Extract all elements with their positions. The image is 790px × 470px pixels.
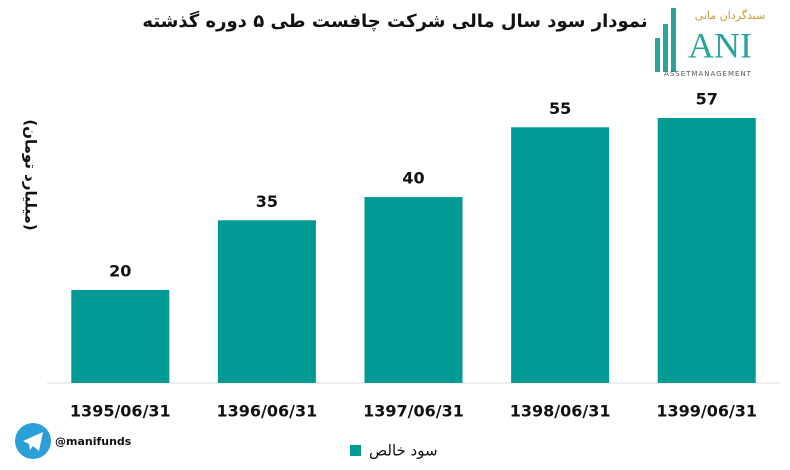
- bar: [71, 290, 170, 383]
- telegram-plane: [23, 432, 43, 451]
- x-tick-label: 1396/06/31: [217, 402, 318, 421]
- value-label: 55: [549, 99, 571, 118]
- value-label: 20: [109, 262, 131, 281]
- logo-bar: [663, 24, 668, 72]
- x-tick-label: 1398/06/31: [510, 402, 611, 421]
- logo-letters: ANI: [688, 25, 752, 65]
- bar: [511, 127, 610, 383]
- x-tick-label: 1395/06/31: [70, 402, 171, 421]
- x-tick-label: 1397/06/31: [363, 402, 464, 421]
- bar: [364, 197, 463, 383]
- logo-tagline: ASSETMANAGEMENT: [664, 70, 752, 78]
- logo-bar: [655, 38, 660, 72]
- logo: سبدگردان مانی ANI ASSETMANAGEMENT: [655, 8, 765, 78]
- bar: [657, 118, 756, 383]
- value-label: 57: [696, 90, 718, 109]
- bar: [217, 220, 316, 383]
- chart-title: نمودار سود سال مالی شرکت چافست طی ۵ دوره…: [142, 10, 647, 32]
- logo-bar: [671, 8, 676, 72]
- value-label: 40: [402, 169, 424, 188]
- legend-swatch: [350, 445, 361, 456]
- value-label: 35: [256, 192, 278, 211]
- logo-persian: سبدگردان مانی: [695, 9, 766, 22]
- y-axis-label: (میلیارد تومان): [22, 119, 40, 230]
- legend-label: سود خالص: [369, 442, 438, 460]
- x-tick-label: 1399/06/31: [656, 402, 757, 421]
- watermark: @manifunds: [55, 435, 132, 448]
- telegram-badge: @manifunds: [15, 423, 132, 459]
